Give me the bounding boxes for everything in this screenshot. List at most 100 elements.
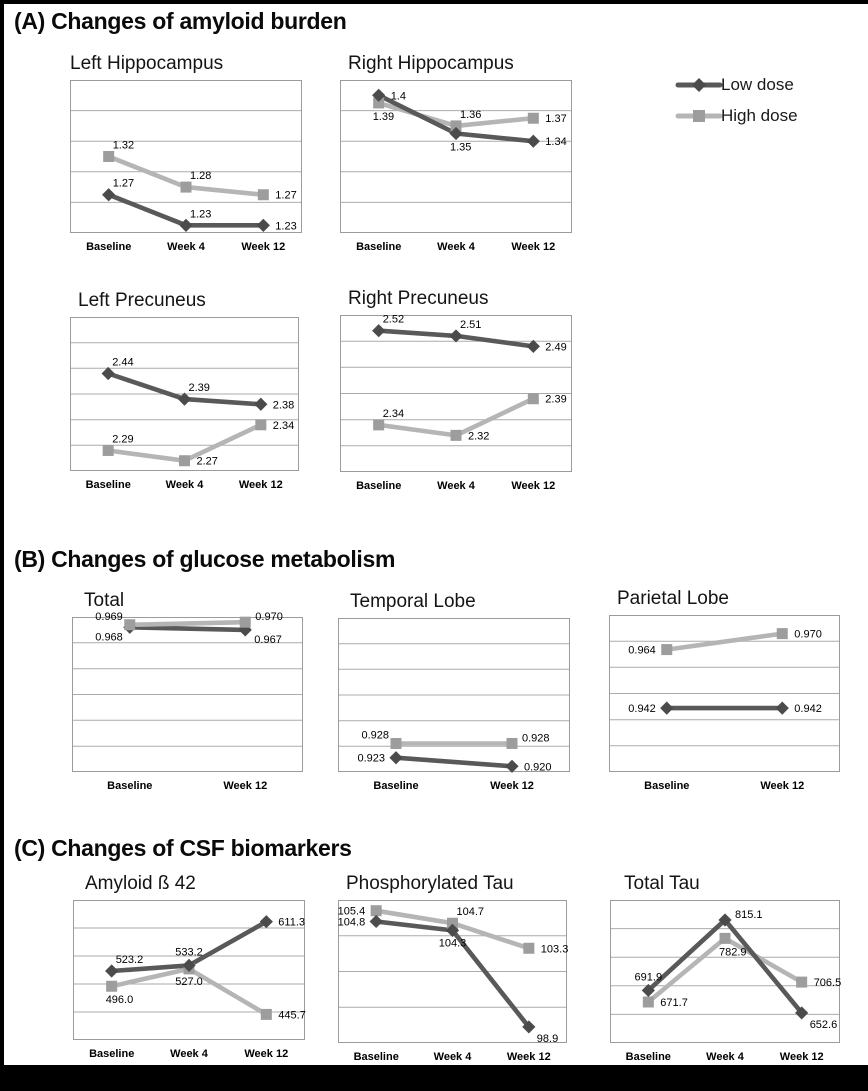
- high-dose-marker: [373, 419, 385, 431]
- data-label: 2.44: [112, 357, 133, 369]
- phosphorylated-tau-plot: 105.4 104.7 103.3 104.8 104.3 98.9 Baseline Wee…: [338, 900, 568, 1063]
- data-label: 1.39: [373, 111, 394, 123]
- data-label: 1.27: [275, 190, 296, 202]
- data-label: 0.969: [95, 611, 123, 623]
- x-axis-label: Baseline: [356, 480, 401, 492]
- high-dose-marker: [257, 189, 269, 201]
- data-label: 2.39: [189, 382, 210, 394]
- chart-parietal-lobe: Parietal Lobe 0.964 0.970 0.942 0.942 Baseli…: [609, 588, 840, 800]
- data-label: 706.5: [814, 977, 842, 989]
- data-label: 2.27: [197, 456, 218, 468]
- data-label: 611.3: [278, 917, 305, 929]
- x-axis-label: Baseline: [354, 1051, 399, 1063]
- data-label: 533.2: [175, 946, 203, 958]
- data-label: 0.970: [255, 611, 283, 623]
- low-dose-marker: [505, 759, 519, 773]
- data-label: 2.34: [383, 408, 404, 420]
- low-dose-marker: [389, 751, 403, 765]
- data-label: 2.49: [545, 341, 566, 353]
- x-axis-label: Week 12: [244, 1048, 288, 1060]
- data-label: 104.7: [457, 906, 485, 918]
- high-dose-marker: [527, 112, 539, 124]
- data-label: 1.23: [190, 208, 211, 220]
- data-label: 0.923: [357, 753, 385, 765]
- high-dose-legend-marker-icon: [675, 110, 723, 122]
- x-axis-label: Baseline: [107, 780, 152, 792]
- data-label: 2.52: [383, 314, 404, 326]
- data-label: 2.32: [468, 430, 489, 442]
- data-label: 2.39: [545, 394, 566, 406]
- data-label: 2.29: [112, 434, 133, 446]
- data-label: 496.0: [106, 994, 134, 1006]
- chart-title: Total Tau: [624, 873, 700, 894]
- chart-total-tau: Total Tau 671.7 782.9 706.5 691.9 815.1 652.6…: [610, 873, 842, 1071]
- high-dose-marker: [390, 737, 402, 749]
- data-label: 1.32: [113, 140, 134, 152]
- x-axis-label: Week 12: [241, 241, 285, 253]
- high-dose-marker: [179, 455, 190, 467]
- x-axis-label: Week 4: [437, 480, 476, 492]
- x-axis-label: Week 12: [511, 241, 555, 253]
- chart-total: Total 0.968 0.967 0.969 0.970 Baseline Week 1…: [72, 590, 303, 800]
- data-label: 1.37: [545, 113, 566, 125]
- x-axis-label: Baseline: [644, 780, 689, 792]
- data-label: 445.7: [278, 1009, 306, 1021]
- low-dose-marker: [179, 218, 193, 232]
- x-axis-label: Baseline: [86, 479, 131, 491]
- chart-title: Phosphorylated Tau: [346, 873, 514, 894]
- total-plot: 0.968 0.967 0.969 0.970 Baseline Week 12: [72, 611, 303, 792]
- chart-title: Right Hippocampus: [348, 53, 514, 74]
- low-dose-marker: [522, 1020, 536, 1034]
- low-dose-line: [393, 755, 515, 769]
- parietal-lobe-plot: 0.964 0.970 0.942 0.942 Baseline Week 12: [609, 615, 840, 792]
- data-label: 1.36: [460, 109, 481, 121]
- amyloid-beta-42-plot: 496.0 527.0 445.7 523.2 533.2 611.3 Baseline We…: [73, 900, 306, 1060]
- frame-top-bar: [0, 0, 868, 4]
- data-label: 523.2: [116, 954, 144, 966]
- x-axis-label: Baseline: [89, 1048, 134, 1060]
- right-hippocampus-plot: 1.39 1.36 1.37 1.4 1.35 1.34 Baseline Week 4 Wee…: [340, 80, 572, 253]
- low-dose-line: [127, 625, 248, 633]
- data-label: 0.942: [794, 703, 822, 715]
- legend-label-low-dose: Low dose: [721, 75, 794, 94]
- chart-title: Right Precuneus: [348, 288, 489, 309]
- high-dose-marker: [103, 151, 115, 162]
- high-dose-marker: [506, 737, 518, 749]
- data-label: 104.3: [439, 937, 467, 949]
- section-a-title: (A) Changes of amyloid burden: [14, 8, 347, 34]
- data-label: 527.0: [175, 976, 203, 988]
- chart-right-precuneus: Right Precuneus 2.34 2.32 2.39 2.52 2.51 2.49…: [340, 288, 572, 500]
- chart-title: Parietal Lobe: [617, 588, 729, 609]
- x-axis-label: Week 12: [507, 1051, 551, 1063]
- high-dose-marker: [255, 419, 267, 431]
- chart-temporal-lobe: Temporal Lobe 0.928 0.928 0.923 0.920 Baseli…: [338, 591, 570, 800]
- high-dose-line: [664, 631, 785, 652]
- x-axis-label: Week 4: [706, 1051, 745, 1063]
- high-dose-marker: [447, 917, 458, 929]
- data-label: 1.4: [391, 90, 406, 102]
- high-dose-marker: [719, 932, 731, 944]
- low-dose-marker: [449, 329, 463, 343]
- chart-amyloid-beta-42: Amyloid ß 42 496.0 527.0 445.7 523.2 533.2 61…: [73, 873, 306, 1068]
- chart-title: Left Precuneus: [78, 290, 206, 311]
- data-label: 0.967: [254, 634, 282, 646]
- high-dose-marker: [450, 120, 462, 132]
- x-axis-label: Week 12: [490, 780, 534, 792]
- data-label: 691.9: [635, 971, 663, 983]
- chart-phosphorylated-tau: Phosphorylated Tau 105.4 104.7 103.3 104.8 1…: [338, 873, 569, 1071]
- section-c-title: (C) Changes of CSF biomarkers: [14, 835, 352, 861]
- x-axis-label: Baseline: [86, 241, 131, 253]
- chart-title: Amyloid ß 42: [85, 873, 196, 894]
- legend: Low dose High dose: [675, 72, 798, 134]
- data-label: 671.7: [660, 997, 688, 1009]
- data-label: 1.35: [450, 142, 471, 154]
- high-dose-marker: [523, 942, 535, 954]
- high-dose-line: [127, 619, 248, 628]
- right-precuneus-plot: 2.34 2.32 2.39 2.52 2.51 2.49 Baseline Week 4 We…: [340, 314, 572, 492]
- low-dose-marker: [102, 188, 116, 202]
- data-label: 0.928: [522, 733, 550, 745]
- data-label: 105.4: [338, 906, 366, 918]
- high-dose-marker: [642, 996, 654, 1008]
- high-dose-marker: [661, 644, 673, 656]
- x-axis-label: Week 4: [170, 1048, 209, 1060]
